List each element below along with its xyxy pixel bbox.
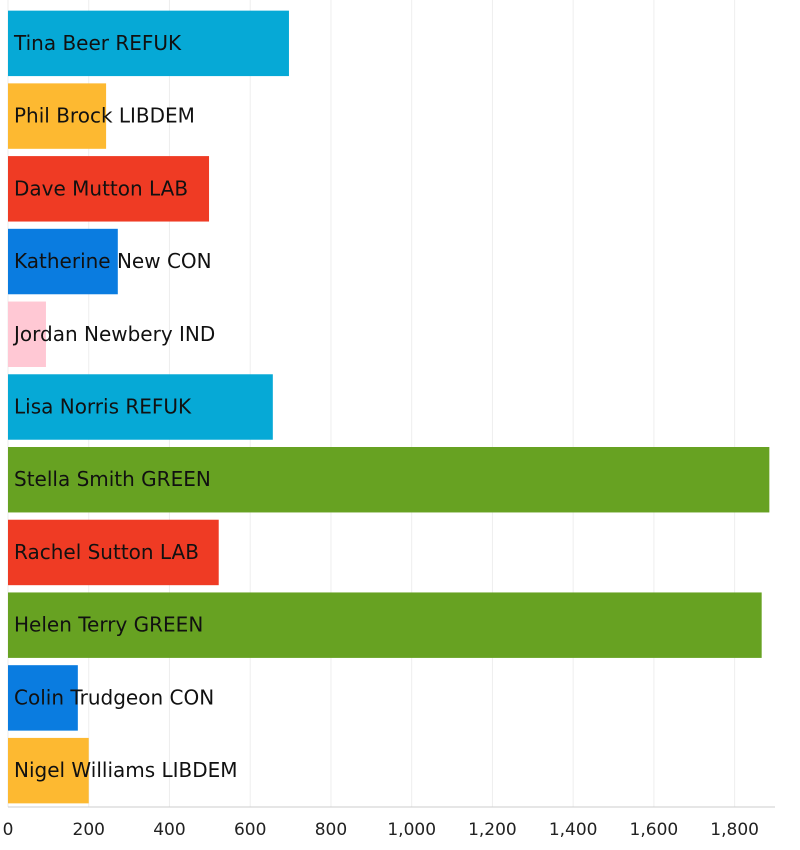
category-label: Phil Brock LIBDEM xyxy=(14,104,195,128)
x-tick-label: 400 xyxy=(153,820,185,840)
bar xyxy=(8,447,770,513)
x-tick-label: 800 xyxy=(315,820,347,840)
category-label: Lisa Norris REFUK xyxy=(14,395,192,419)
category-label: Colin Trudgeon CON xyxy=(14,685,214,709)
category-label: Dave Mutton LAB xyxy=(14,176,188,200)
x-tick-label: 1,600 xyxy=(630,820,679,840)
category-label: Jordan Newbery IND xyxy=(12,322,215,346)
bar xyxy=(8,737,89,804)
x-tick-label: 1,400 xyxy=(549,820,598,840)
category-label: Helen Terry GREEN xyxy=(14,613,203,637)
bar xyxy=(8,374,273,440)
x-tick-label: 1,200 xyxy=(468,820,517,840)
bar xyxy=(8,83,107,149)
x-tick-label: 0 xyxy=(3,820,14,840)
x-tick-label: 200 xyxy=(73,820,105,840)
category-label: Rachel Sutton LAB xyxy=(14,540,199,564)
bar xyxy=(8,592,762,658)
bar xyxy=(8,519,219,586)
bar xyxy=(8,10,289,77)
category-label: Katherine New CON xyxy=(14,249,212,273)
bar xyxy=(8,301,46,367)
x-tick-label: 1,000 xyxy=(387,820,436,840)
bar xyxy=(8,156,210,222)
category-label: Stella Smith GREEN xyxy=(14,467,211,491)
category-label: Tina Beer REFUK xyxy=(13,31,182,55)
x-tick-label: 600 xyxy=(234,820,266,840)
x-tick-label: 1,800 xyxy=(710,820,759,840)
category-label: Nigel Williams LIBDEM xyxy=(14,758,238,782)
bar xyxy=(8,228,118,295)
bar xyxy=(8,665,78,731)
